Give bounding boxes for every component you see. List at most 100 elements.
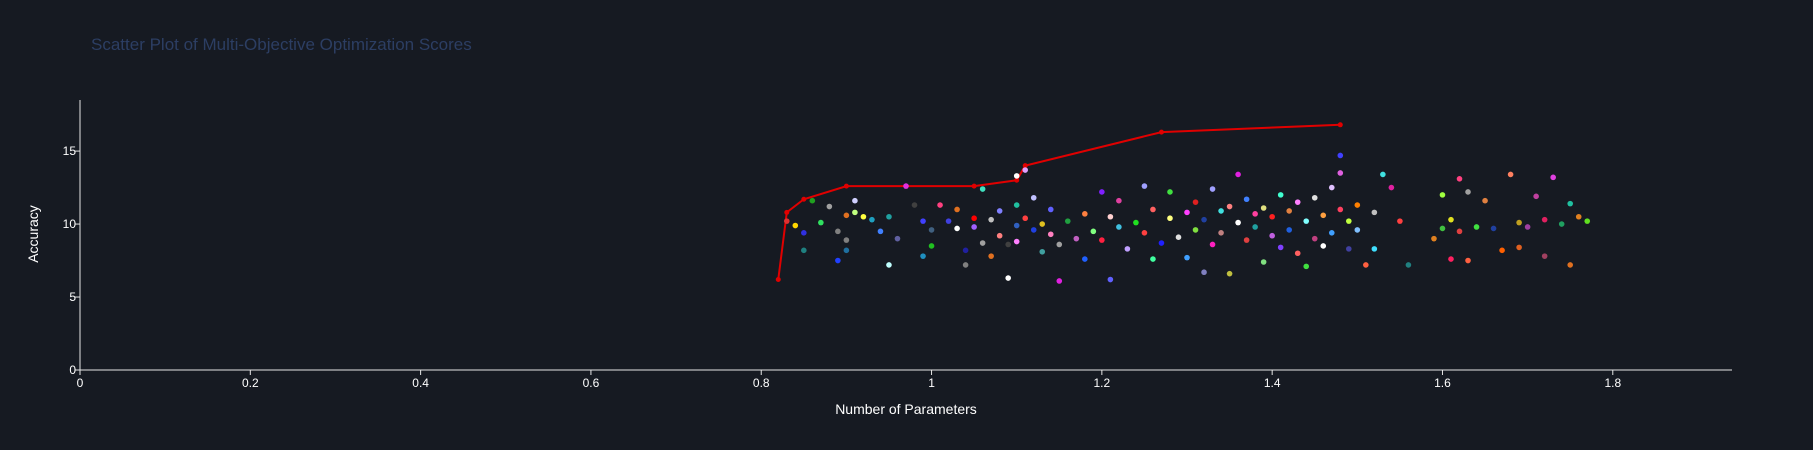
data-point	[1192, 227, 1199, 233]
data-point	[1133, 219, 1139, 226]
data-point	[826, 203, 833, 210]
data-point	[1371, 209, 1378, 216]
data-point	[1380, 171, 1386, 178]
data-point	[1090, 228, 1097, 235]
pareto-point	[1337, 122, 1343, 128]
data-point	[1346, 246, 1352, 252]
data-point	[1294, 250, 1301, 257]
data-point	[1099, 189, 1105, 195]
data-point	[1209, 186, 1216, 192]
pareto-point	[801, 196, 807, 202]
pareto-point	[1022, 163, 1028, 169]
data-point	[1311, 194, 1318, 201]
data-point	[783, 218, 790, 224]
data-point	[1099, 237, 1105, 243]
data-point	[1124, 246, 1131, 252]
scatter-points	[783, 152, 1591, 284]
data-point	[1320, 243, 1327, 249]
x-tick-label: 1.6	[1434, 376, 1451, 390]
data-point	[1328, 230, 1335, 236]
data-point	[937, 202, 943, 208]
data-point	[1584, 218, 1591, 224]
data-point	[1567, 200, 1574, 207]
data-point	[1047, 231, 1054, 238]
data-point	[1346, 218, 1352, 224]
data-point	[979, 186, 986, 192]
data-point	[1235, 219, 1241, 226]
data-point	[1286, 208, 1292, 214]
data-point	[1201, 269, 1207, 276]
data-point	[1516, 219, 1522, 226]
data-point	[1013, 173, 1020, 179]
data-point	[1431, 235, 1437, 242]
data-point	[1371, 246, 1378, 252]
data-point	[1201, 216, 1207, 223]
data-point	[1465, 257, 1471, 264]
data-point	[1294, 199, 1301, 205]
data-point	[1116, 197, 1122, 204]
data-point	[1243, 237, 1250, 243]
data-point	[1082, 256, 1088, 262]
data-point	[1056, 278, 1063, 284]
pareto-point	[1158, 129, 1164, 135]
data-point	[979, 240, 986, 246]
data-point	[843, 212, 850, 219]
pareto-point	[784, 209, 790, 215]
data-point	[962, 247, 969, 254]
data-point	[1516, 244, 1522, 251]
data-point	[1218, 208, 1224, 214]
data-point	[1482, 197, 1488, 204]
data-point	[1405, 262, 1412, 268]
data-point	[1541, 216, 1548, 223]
data-point	[1252, 224, 1258, 230]
y-tick-label: 10	[63, 217, 77, 231]
data-point	[894, 235, 901, 242]
data-point	[1269, 232, 1275, 239]
data-point	[1022, 215, 1029, 222]
data-point	[1150, 256, 1156, 262]
data-point	[1541, 253, 1548, 259]
data-point	[801, 247, 807, 254]
data-point	[1064, 218, 1071, 224]
data-point	[1073, 235, 1080, 242]
data-point	[1167, 215, 1173, 222]
data-point	[1465, 189, 1471, 195]
data-point	[1184, 254, 1190, 261]
data-point	[1192, 199, 1199, 205]
data-point	[988, 253, 994, 259]
data-point	[1337, 152, 1344, 159]
data-point	[1175, 234, 1182, 240]
pareto-point	[1014, 177, 1020, 183]
data-point	[1286, 227, 1292, 233]
data-point	[1107, 213, 1114, 220]
data-point	[928, 243, 935, 249]
data-point	[1354, 202, 1361, 208]
data-point	[954, 225, 960, 232]
data-point	[1567, 262, 1574, 268]
data-point	[1013, 202, 1020, 208]
data-point	[1218, 230, 1224, 236]
data-point	[1150, 206, 1156, 213]
data-point	[1473, 224, 1480, 230]
data-point	[1533, 193, 1539, 200]
data-point	[1209, 241, 1216, 248]
data-point	[1243, 196, 1250, 203]
data-point	[1337, 206, 1344, 213]
data-point	[1277, 244, 1284, 251]
data-point	[1507, 171, 1514, 178]
x-tick-label: 1.2	[1094, 376, 1111, 390]
data-point	[835, 257, 841, 264]
data-point	[1303, 263, 1310, 270]
data-point	[911, 202, 918, 208]
data-point	[1456, 228, 1463, 235]
data-point	[920, 218, 926, 224]
x-tick-label: 1.8	[1604, 376, 1621, 390]
data-point	[1388, 184, 1395, 191]
data-point	[903, 183, 909, 189]
data-point	[860, 213, 867, 220]
data-point	[1363, 262, 1369, 268]
x-tick-label: 0.8	[753, 376, 770, 390]
data-point	[1397, 218, 1403, 224]
